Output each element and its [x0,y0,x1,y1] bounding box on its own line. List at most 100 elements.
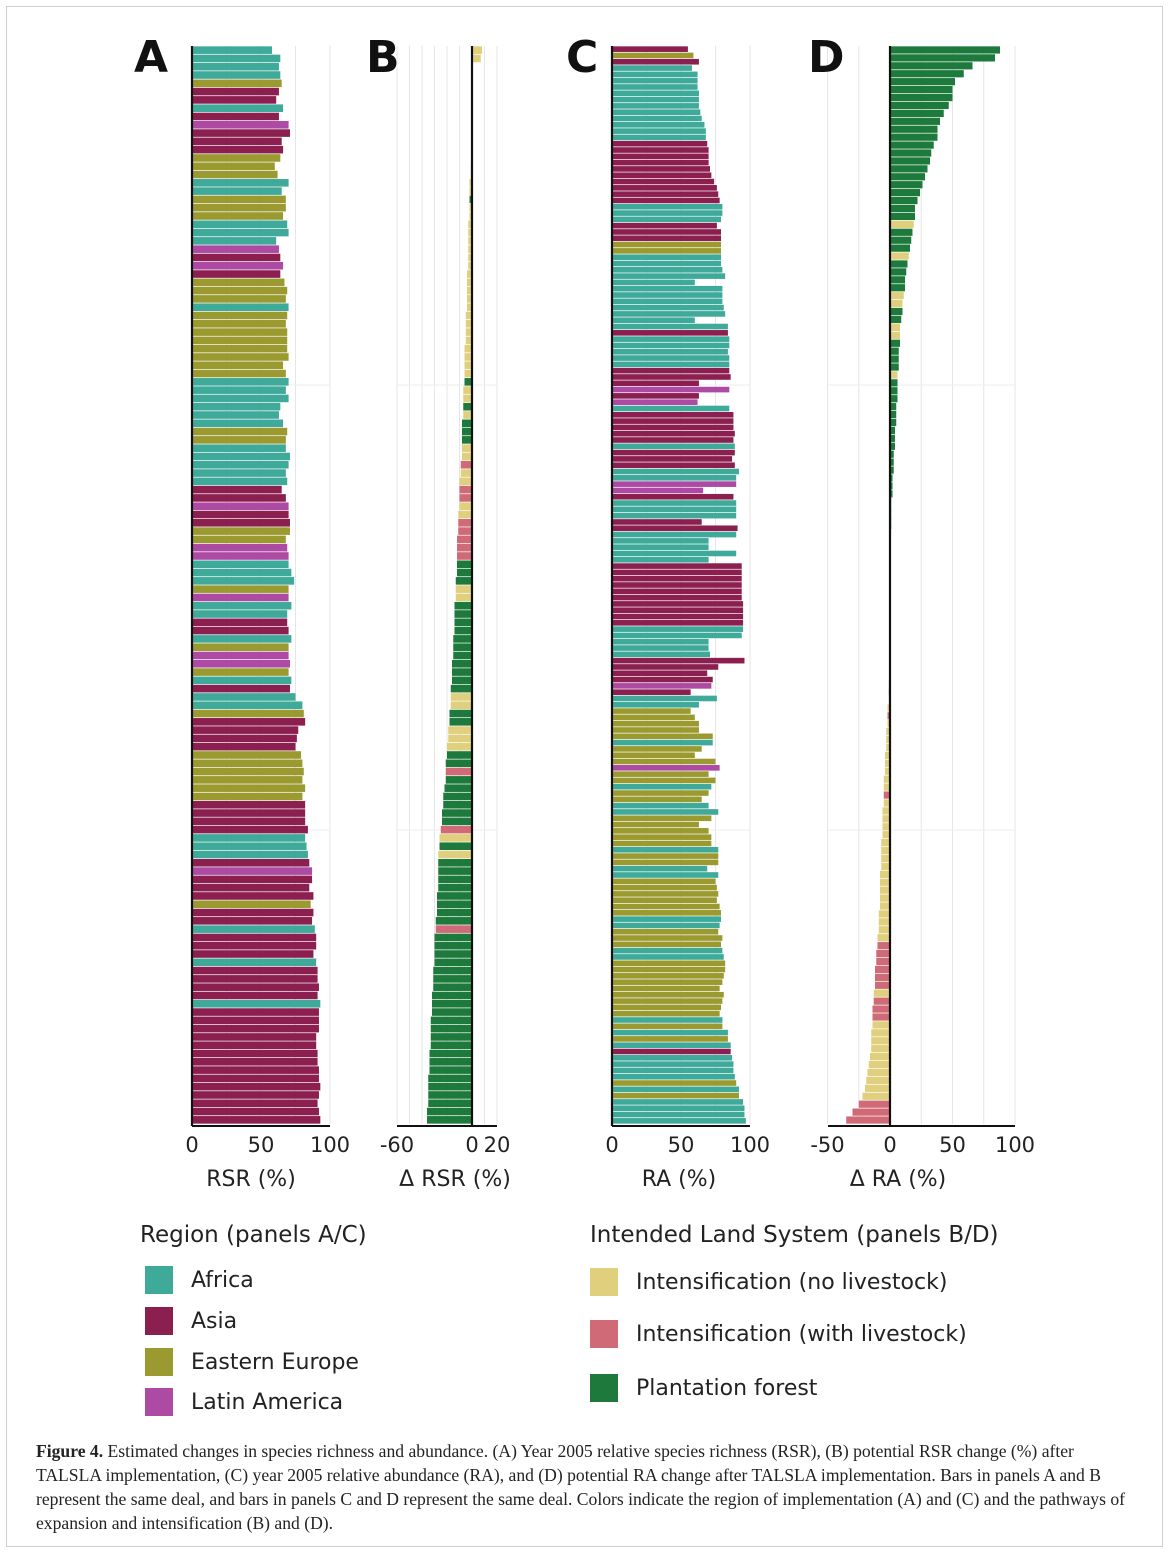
bar [450,693,472,701]
bar [612,1004,722,1011]
bar [192,917,313,925]
bar [612,374,731,380]
legend-label-intens-with-livestock: Intensification (with livestock) [636,1321,967,1347]
bar [612,46,688,52]
bar [612,758,716,765]
bar [886,735,890,744]
bar [612,802,709,809]
bar [612,468,739,475]
bar [878,918,890,926]
panel-c-xlabel: RA (%) [642,1167,717,1192]
bar [612,519,702,525]
panel-b-letter: B [366,32,400,83]
bar [612,1055,733,1061]
bar [612,765,720,771]
bar [612,594,742,601]
bar [890,101,949,110]
bar [612,771,709,777]
bar [192,1016,319,1025]
bar [192,96,277,104]
bar [192,120,289,129]
bar [612,216,722,223]
bar [612,487,704,494]
bar [612,166,710,172]
bar [192,303,289,312]
bar [434,933,472,942]
bar [890,331,900,339]
bar [445,776,472,784]
bar [612,1067,734,1074]
bar [873,989,890,997]
legend-label-asia: Asia [191,1308,238,1334]
legend-swatch-eastern-europe [145,1348,173,1376]
bar [465,319,472,328]
bar [468,253,472,262]
legend-item-africa: Africa [145,1266,254,1294]
bar [438,875,472,884]
bar [443,800,472,809]
bar [612,670,708,677]
bar [890,252,909,260]
bar [612,657,745,664]
bar [192,1107,319,1116]
bar [192,411,279,419]
bar [876,949,890,958]
bar [442,817,472,826]
bar [454,601,472,610]
bar [612,582,742,588]
bar [192,154,281,162]
bar [612,720,699,727]
bar [870,1053,890,1061]
bar [612,613,744,620]
bar [192,460,289,469]
bar [890,165,928,173]
bar [192,1058,318,1066]
bar [462,427,472,436]
bar [464,378,472,386]
bar [450,684,472,693]
bar [430,1016,472,1025]
bar [612,544,709,550]
bar [192,62,279,71]
bar [612,1080,737,1086]
bar [452,676,472,685]
bar [192,709,304,718]
bar [192,792,303,801]
legend-swatch-latin-america [145,1388,173,1416]
bar [878,910,890,918]
bar [612,809,719,815]
bar [612,323,728,330]
bar [192,643,289,651]
figure-caption: Figure 4. Estimated changes in species r… [36,1439,1136,1535]
bar [432,991,472,1000]
bar [458,519,472,527]
bar [464,353,472,361]
bar [439,834,472,842]
bar [460,469,472,477]
bar [192,610,288,618]
bar [890,474,893,482]
bar [612,531,737,538]
bar [192,79,282,88]
bar [452,668,472,676]
bar [890,244,910,252]
bar [612,348,728,355]
bar [612,689,691,695]
bar [612,292,723,298]
bar [890,323,900,332]
bar [192,1099,318,1108]
bar [458,510,472,519]
bar [890,46,1000,54]
bar [871,1045,890,1053]
bar [612,815,712,822]
bar [612,1029,728,1036]
bar [192,104,284,112]
bar [881,854,890,863]
bar [192,1033,317,1041]
bar [612,1073,735,1080]
bar [468,245,472,253]
bar [612,966,726,973]
bar [612,254,722,260]
tick-label: 50 [248,1133,275,1157]
bar [890,395,898,403]
